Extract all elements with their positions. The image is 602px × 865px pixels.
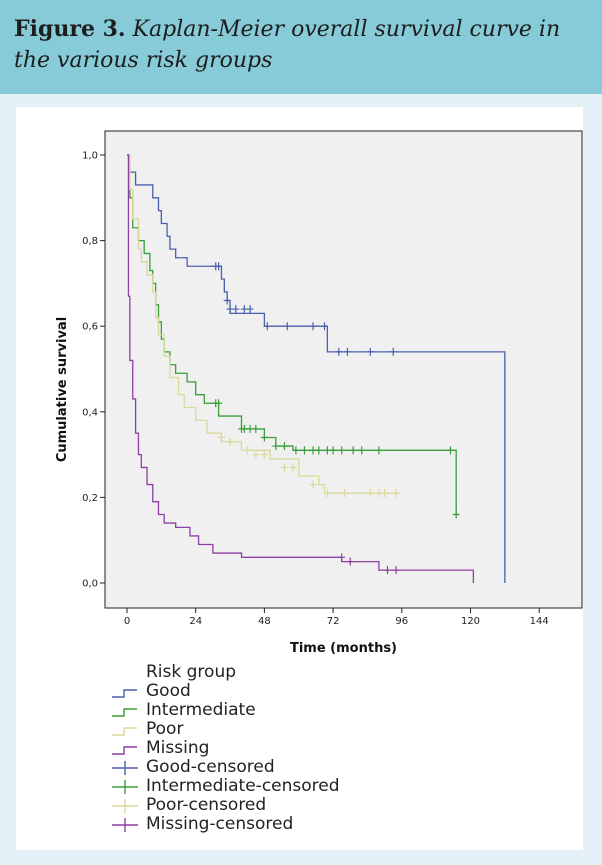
censor-mark-intermediate [292,446,300,455]
legend-entry: Missing [110,739,236,758]
figure-caption-text: Kaplan-Meier overall survival curve in t… [14,17,561,73]
censor-mark-poor [323,489,331,498]
censor-mark-good [246,305,254,314]
x-tick-label: 0 [124,616,130,627]
figure-label: Figure 3. [14,16,126,42]
legend-label: Intermediate-censored [146,776,340,796]
legend-label: Poor-censored [146,795,267,815]
censor-mark-poor [260,450,268,459]
censor-mark-good [366,347,374,356]
censor-mark-poor [392,489,400,498]
legend-entry: Missing-censored [110,815,293,834]
censor-mark-intermediate [452,510,460,519]
y-tick-label: 1,0 [82,151,98,162]
censor-mark-missing [383,566,391,575]
y-tick-label: 0,4 [82,407,98,418]
legend-entry: Good-censored [110,758,275,777]
legend: Risk group Good Intermediate Poor Missing Go… [110,662,340,834]
censor-mark-intermediate [338,446,346,455]
legend-label: Missing-censored [146,814,294,834]
censor-mark-intermediate [375,446,383,455]
censor-mark-poor [280,463,288,472]
censor-mark-good [263,322,271,331]
censor-mark-intermediate [260,433,268,442]
censor-mark-missing [392,566,400,575]
censor-mark-poor [381,489,389,498]
censor-mark-poor [309,480,317,489]
censor-mark-good [343,347,351,356]
x-tick-label: 120 [461,616,480,627]
x-tick-label: 48 [258,616,271,627]
censor-mark-poor [366,489,374,498]
legend-cross-swatch [112,761,138,775]
km-survival-chart: 0,0 0,2 0,4 0,6 0,8 1,0 0 24 48 72 96 120 144 Time (m… [55,130,583,656]
survival-curve-intermediate [127,154,457,515]
censor-mark-intermediate [300,446,308,455]
legend-entry: Good [110,682,236,701]
y-tick-label: 0,8 [82,236,98,247]
censor-mark-good [232,305,240,314]
censor-mark-missing [338,553,346,562]
legend-cross-swatch [112,780,138,794]
censor-mark-intermediate [315,446,323,455]
censor-mark-poor [252,450,260,459]
censor-mark-good [223,296,231,305]
x-tick-label: 96 [395,616,408,627]
y-axis-title: Cumulative survival [55,317,70,462]
legend-title: Risk group [146,662,237,682]
censor-mark-intermediate [349,446,357,455]
legend-entry: Intermediate [110,701,256,720]
censor-mark-good [389,347,397,356]
legend-cross-swatch [112,818,138,832]
legend-label: Good-censored [146,757,275,777]
censor-mark-intermediate [252,424,260,433]
censor-mark-missing [346,557,354,566]
legend-entry: Poor [110,720,236,739]
survival-curve-poor [127,154,399,494]
censor-mark-good [309,322,317,331]
y-tick-label: 0,0 [82,579,98,590]
censor-mark-intermediate [280,442,288,451]
censor-mark-good [321,322,329,331]
y-tick-label: 0,2 [82,493,98,504]
survival-curve-good [127,154,506,583]
censor-mark-poor [289,463,297,472]
chart-panel: 0,0 0,2 0,4 0,6 0,8 1,0 0 24 48 72 96 120 144 Time (m… [16,107,583,850]
censor-mark-intermediate [329,446,337,455]
legend-step-swatch [112,746,137,755]
censor-mark-good [283,322,291,331]
legend-entry: Poor-censored [110,796,266,815]
censor-mark-intermediate [358,446,366,455]
censor-mark-poor [217,433,225,442]
legend-label: Good [146,681,191,701]
censor-mark-intermediate [272,442,280,451]
x-tick-label: 72 [327,616,340,627]
censor-mark-intermediate [446,446,454,455]
y-tick-label: 0,6 [82,322,98,333]
legend-step-swatch [112,727,137,736]
x-axis-title: Time (months) [290,641,397,656]
legend-step-swatch [112,708,137,717]
legend-entries: Good Intermediate Poor Missing Good-censored… [110,682,340,834]
censor-mark-poor [243,446,251,455]
x-tick-label: 144 [530,616,549,627]
legend-label: Poor [146,719,184,739]
x-tick-label: 24 [189,616,202,627]
figure-caption: Figure 3. Kaplan-Meier overall survival … [14,14,594,76]
legend-label: Missing [146,738,210,758]
legend-cross-swatch [112,799,138,813]
censor-mark-poor [341,489,349,498]
censor-mark-good [215,262,223,271]
censor-mark-poor [226,437,234,446]
legend-step-swatch [112,689,137,698]
censor-mark-good [335,347,343,356]
censor-mark-intermediate [215,399,223,408]
legend-label: Intermediate [146,700,256,720]
survival-curve-missing [127,154,475,583]
caption-bar: Figure 3. Kaplan-Meier overall survival … [0,0,602,94]
plot-area [104,130,583,609]
legend-entry: Intermediate-censored [110,777,340,796]
